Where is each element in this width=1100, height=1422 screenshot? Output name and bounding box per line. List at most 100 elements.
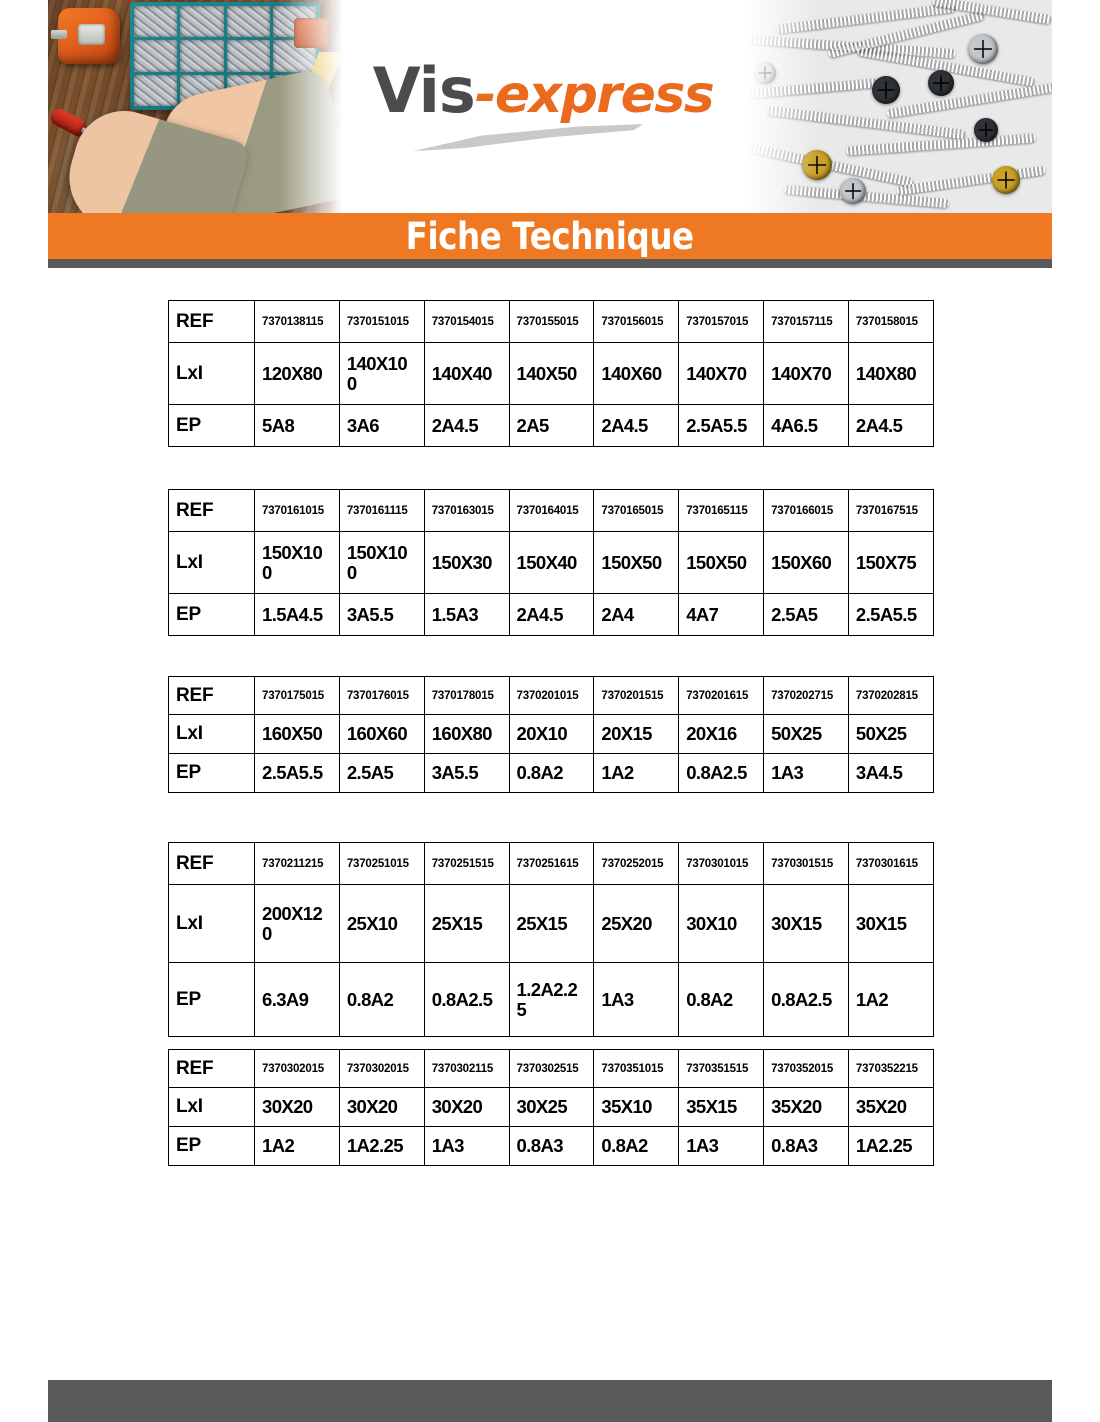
ref-cell: 7370165015 [593,489,680,532]
ep-cell: 1A2.25 [338,1126,425,1166]
lxl-cell: 30X20 [338,1087,425,1127]
table-row: REF 7370302015 7370302015 7370302115 7370302… [168,1049,934,1088]
row-label-ep: EP [168,404,255,447]
ep-cell: 0.8A2 [508,753,595,793]
lxl-cell: 150X60 [763,531,849,594]
ep-cell: 5A8 [254,404,340,447]
ref-cell: 7370201615 [678,676,765,715]
row-label-ref: REF [168,300,255,343]
lxl-cell: 35X20 [847,1087,934,1127]
ref-cell: 7370301015 [678,842,765,885]
ep-cell: 2A4.5 [593,404,680,447]
lxl-cell: 150X30 [423,531,510,594]
row-label-ep: EP [168,1126,255,1166]
row-label-ref: REF [168,1049,255,1088]
ep-cell: 1A2 [593,753,680,793]
table-row: LxI 160X50 160X60 160X80 20X10 20X15 20X16 50X2… [168,714,934,754]
ep-cell: 1A3 [678,1126,765,1166]
ep-cell: 0.8A2.5 [423,962,510,1037]
ref-cell: 7370158015 [847,300,934,343]
table-row: REF 7370161015 7370161115 7370163015 7370164… [168,489,934,532]
ep-cell: 1.5A4.5 [254,593,340,636]
ref-cell: 7370157015 [678,300,765,343]
ref-cell: 7370211215 [254,842,340,885]
ref-cell: 7370351515 [678,1049,765,1088]
ref-cell: 7370156015 [593,300,680,343]
ref-cell: 7370251015 [338,842,425,885]
ref-cell: 7370352015 [763,1049,849,1088]
lxl-cell: 25X10 [338,884,425,963]
spec-table: REF 7370211215 7370251015 7370251515 7370251… [168,842,934,1037]
ref-cell: 7370202815 [847,676,934,715]
ep-cell: 2A5 [508,404,595,447]
ep-cell: 2A4.5 [847,404,934,447]
ref-cell: 7370201515 [593,676,680,715]
ep-cell: 2.5A5.5 [254,753,340,793]
lxl-cell: 30X25 [508,1087,595,1127]
ref-cell: 7370163015 [423,489,510,532]
lxl-cell: 150X100 [254,531,340,594]
table-row: EP 2.5A5.5 2.5A5 3A5.5 0.8A2 1A2 0.8A2.5 1A3 3A4… [168,753,934,793]
page-header: Vis-express [48,0,1052,213]
ref-cell: 7370164015 [508,489,595,532]
lxl-cell: 35X10 [593,1087,680,1127]
ref-cell: 7370165115 [678,489,765,532]
lxl-cell: 140X60 [593,342,680,405]
table-row: LxI 200X120 25X10 25X15 25X15 25X20 30X10 30X15… [168,884,934,963]
ep-cell: 2A4.5 [423,404,510,447]
lxl-cell: 35X15 [678,1087,765,1127]
ep-cell: 1A3 [593,962,680,1037]
ep-cell: 0.8A2 [593,1126,680,1166]
ref-cell: 7370178015 [423,676,510,715]
lxl-cell: 200X120 [254,884,340,963]
photo-fade-right [736,0,817,213]
ep-cell: 0.8A2.5 [678,753,765,793]
table-row: LxI 150X100 150X100 150X30 150X40 150X50 150X5… [168,531,934,594]
row-label-ep: EP [168,962,255,1037]
table-row: REF 7370138115 7370151015 7370154015 7370155… [168,300,934,343]
row-label-lxl: LxI [168,884,255,963]
lxl-cell: 25X15 [508,884,595,963]
lxl-cell: 120X80 [254,342,340,405]
spec-table: REF 7370161015 7370161115 7370163015 7370164… [168,489,934,636]
ref-cell: 7370302015 [338,1049,425,1088]
lxl-cell: 30X20 [423,1087,510,1127]
lxl-cell: 150X40 [508,531,595,594]
ep-cell: 3A5.5 [338,593,425,636]
lxl-cell: 30X20 [254,1087,340,1127]
ep-cell: 4A7 [678,593,765,636]
lxl-cell: 160X60 [338,714,425,754]
row-label-ref: REF [168,842,255,885]
lxl-cell: 30X15 [763,884,849,963]
ep-cell: 0.8A3 [508,1126,595,1166]
lxl-cell: 140X50 [508,342,595,405]
ref-cell: 7370302115 [423,1049,510,1088]
lxl-cell: 30X10 [678,884,765,963]
ep-cell: 0.8A2 [678,962,765,1037]
lxl-cell: 140X100 [338,342,425,405]
ref-cell: 7370138115 [254,300,340,343]
ref-cell: 7370352215 [847,1049,934,1088]
lxl-cell: 30X15 [847,884,934,963]
lxl-cell: 20X16 [678,714,765,754]
ref-cell: 7370302015 [254,1049,340,1088]
lxl-cell: 160X50 [254,714,340,754]
table-row: REF 7370211215 7370251015 7370251515 7370251… [168,842,934,885]
lxl-cell: 150X75 [847,531,934,594]
table-row: EP 5A8 3A6 2A4.5 2A5 2A4.5 2.5A5.5 4A6.5 2A4.5 [168,404,934,447]
logo-express-text: -express [474,64,715,125]
logo-wordmark: Vis-express [373,59,715,125]
lxl-cell: 150X100 [338,531,425,594]
row-label-lxl: LxI [168,342,255,405]
ep-cell: 0.8A2 [338,962,425,1037]
ep-cell: 1A2 [254,1126,340,1166]
page-title: Fiche Technique [405,214,695,258]
lxl-cell: 150X50 [678,531,765,594]
ref-cell: 7370251615 [508,842,595,885]
lxl-cell: 25X20 [593,884,680,963]
ep-cell: 1A3 [763,753,849,793]
ep-cell: 0.8A2.5 [763,962,849,1037]
ref-cell: 7370252015 [593,842,680,885]
lxl-cell: 25X15 [423,884,510,963]
